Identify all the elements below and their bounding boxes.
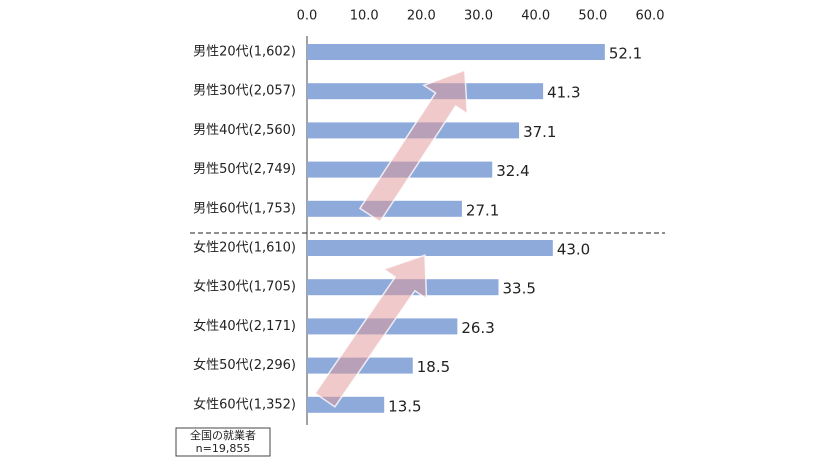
y-tick-label: 男性30代(2,057): [193, 84, 296, 99]
x-tick-label: 50.0: [578, 9, 607, 24]
x-tick-label: 40.0: [521, 9, 550, 24]
annotation: n=19,855: [196, 442, 251, 455]
y-tick-label: 男性50代(2,749): [193, 162, 296, 177]
x-tick-label: 60.0: [636, 9, 665, 24]
value-label: 37.1: [523, 123, 556, 141]
annotation: 全国の就業者: [190, 428, 256, 442]
value-label: 26.3: [461, 319, 494, 337]
y-tick-label: 男性60代(1,753): [193, 201, 296, 216]
value-label: 27.1: [466, 201, 499, 219]
bar: [307, 396, 385, 413]
y-tick-label: 男性40代(2,560): [193, 123, 296, 138]
annotation-box: [175, 427, 271, 457]
y-tick-label: 女性60代(1,352): [193, 396, 296, 412]
arrow: [358, 69, 469, 223]
bar: [307, 83, 544, 100]
bar: [307, 240, 553, 256]
y-tick-label: 女性50代(2,296): [193, 357, 296, 373]
value-label: 32.4: [496, 162, 529, 180]
value-label: 18.5: [417, 358, 450, 376]
y-tick-label: 女性40代(2,171): [193, 318, 296, 334]
bar: [307, 44, 605, 60]
value-label: 43.0: [557, 241, 590, 259]
x-tick-label: 20.0: [407, 9, 436, 24]
arrow: [314, 254, 428, 408]
y-tick-label: 女性30代(1,705): [193, 279, 296, 295]
value-label: 13.5: [388, 397, 421, 415]
value-label: 52.1: [609, 45, 642, 63]
y-tick-label: 女性20代(1,610): [193, 240, 296, 256]
value-label: 41.3: [547, 84, 580, 102]
value-label: 33.5: [503, 280, 536, 298]
x-tick-label: 10.0: [350, 9, 379, 24]
x-tick-label: 30.0: [464, 9, 493, 24]
x-tick-label: 0.0: [297, 9, 318, 24]
y-tick-label: 男性20代(1,602): [193, 45, 296, 60]
